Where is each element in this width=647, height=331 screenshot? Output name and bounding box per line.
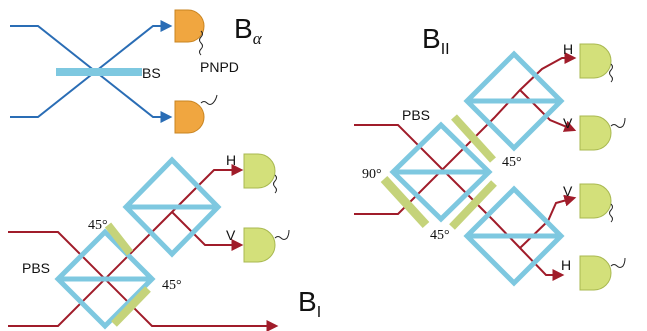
pbs-I-analyzer: [122, 156, 222, 258]
b-I-module: H V 45° 45° PBS BI: [8, 152, 321, 331]
b-I-h-label: H: [226, 152, 236, 168]
pbs-I-main: [54, 228, 156, 330]
detector-lower-icon: [174, 94, 218, 134]
b-I-label: BI: [298, 286, 321, 321]
pbs-II-lower: [463, 185, 565, 287]
waveplate-II-lower: [449, 180, 497, 230]
b-II-v-top-label: V: [563, 115, 573, 131]
detector-I-h-icon: [243, 153, 277, 194]
b-II-module: BII PBS 45° 90° 45° H V V H: [354, 23, 626, 291]
detector-II-h-top-icon: [579, 43, 613, 83]
detector-I-v-icon: [243, 227, 290, 263]
b-II-h-top-label: H: [563, 41, 573, 57]
waveplate-II-upper: [451, 114, 496, 163]
b-I-beam-v: [171, 211, 244, 251]
b-II-angle-lower: 45°: [430, 228, 450, 243]
waveplate-I-lower: [111, 286, 151, 327]
detector-II-h-bottom-icon: [579, 255, 626, 291]
beam-splitter: [56, 68, 142, 76]
pbs-II-main: [389, 121, 493, 223]
waveplate-I-upper: [104, 222, 134, 256]
detector-upper-icon: [174, 9, 205, 56]
b-I-v-label: V: [226, 227, 236, 243]
b-alpha-module: Bα BS PNPD: [10, 9, 263, 134]
b-II-pbs-label: PBS: [402, 107, 430, 123]
b-alpha-label: Bα: [234, 13, 263, 48]
detector-II-v-bottom-icon: [579, 183, 613, 223]
b-II-label: BII: [422, 23, 450, 58]
detector-II-v-top-icon: [579, 115, 626, 151]
waveplate-II-90: [380, 175, 430, 229]
b-II-angle-90: 90°: [362, 167, 382, 182]
b-I-angle-lower: 45°: [162, 278, 182, 293]
b-II-h-bottom-label: H: [561, 257, 571, 273]
bs-label: BS: [142, 65, 161, 81]
b-II-angle-upper: 45°: [502, 155, 522, 170]
pnpd-label: PNPD: [200, 59, 239, 75]
pbs-II-upper: [463, 50, 565, 152]
b-I-angle-upper: 45°: [88, 218, 108, 233]
b-II-v-bottom-label: V: [563, 183, 573, 199]
b-I-pbs-label: PBS: [22, 260, 50, 276]
